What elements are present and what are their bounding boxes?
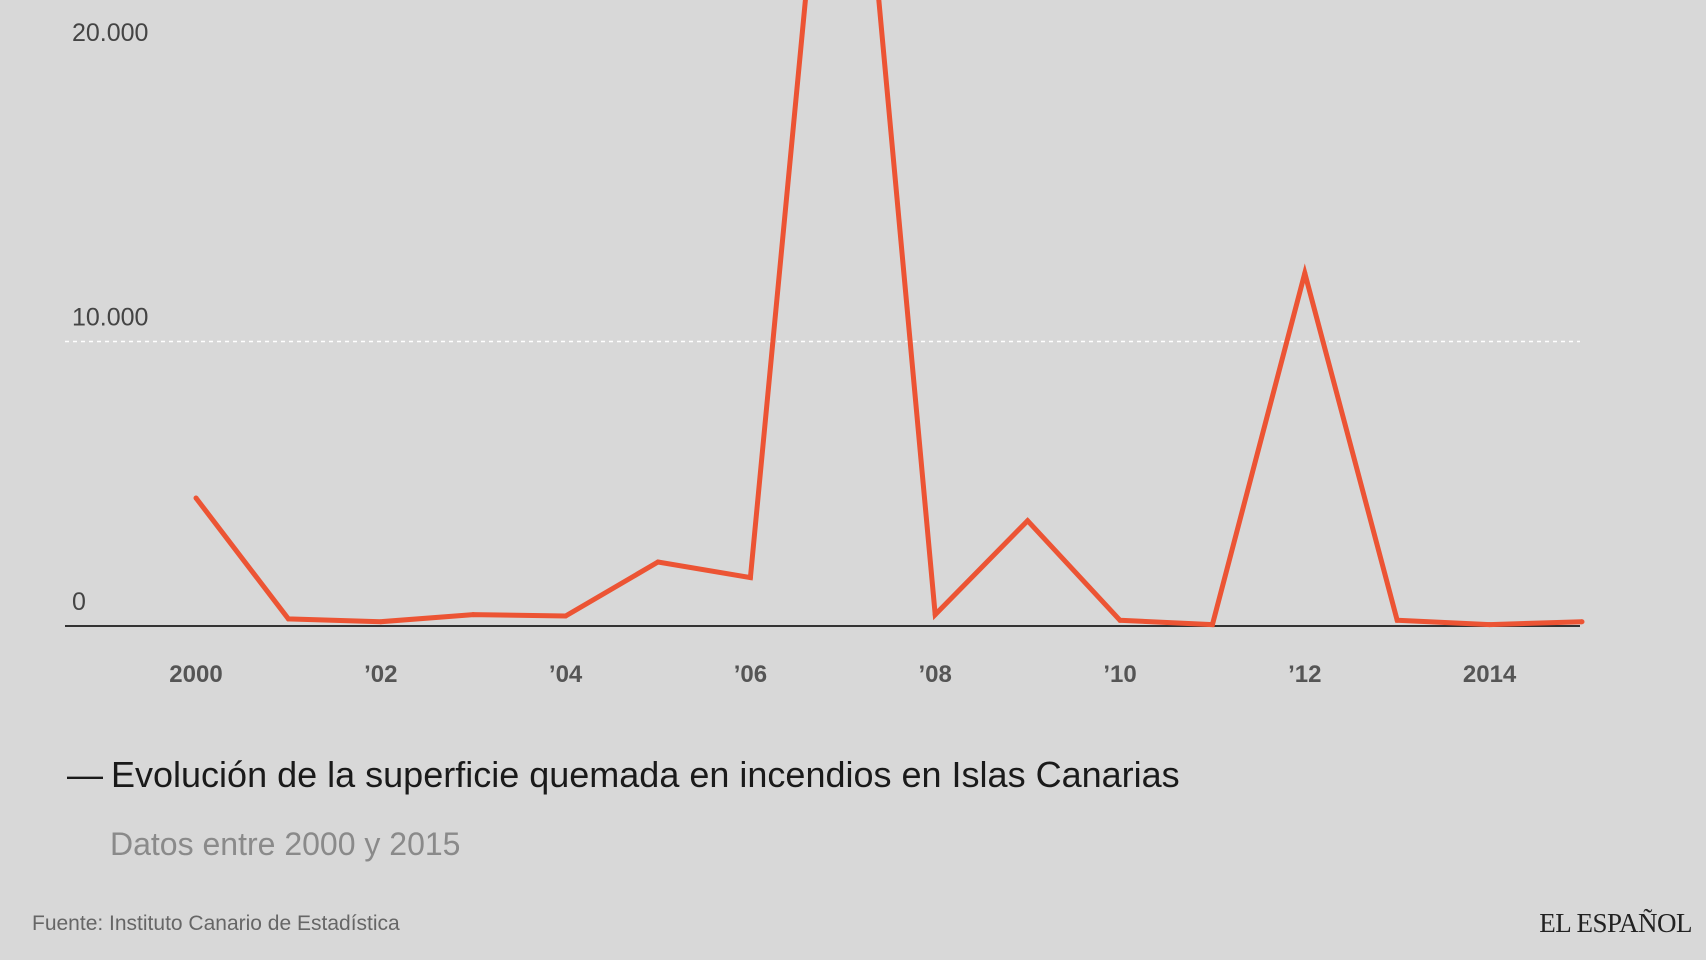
series-line-0 [194,0,1583,628]
data-point-2003 [470,612,476,618]
chart-title: — Evolución de la superficie quemada en i… [67,754,1180,796]
data-point-2014 [1487,622,1493,628]
data-point-2010 [1117,617,1123,623]
x-tick-label-2: ’04 [549,661,583,688]
series-lines [193,0,1585,628]
data-point-2008 [932,612,938,618]
x-tick-label-7: 2014 [1463,661,1517,688]
x-tick-label-1: ’02 [364,661,397,688]
x-tick-label-6: ’12 [1288,661,1321,688]
data-point-2000 [193,495,199,501]
chart-subtitle: Datos entre 2000 y 2015 [110,826,461,862]
x-axis-ticks: 2000 ’02 ’04 ’06 ’08 ’10 ’12 2014 [169,661,1517,688]
data-point-2005 [655,559,661,565]
data-point-2001 [285,616,291,622]
x-tick-label-0: 2000 [169,661,222,688]
x-tick-label-4: ’08 [919,661,952,688]
x-tick-label-5: ’10 [1103,661,1136,688]
data-point-2015 [1579,619,1585,625]
data-point-2012 [1302,270,1308,276]
source-note: Fuente: Instituto Canario de Estadística [32,912,400,935]
y-tick-label-0: 0 [72,588,86,616]
y-tick-label-1: 10.000 [72,304,148,332]
data-point-2006 [747,575,753,581]
data-point-2009 [1025,518,1031,524]
x-tick-label-3: ’06 [734,661,767,688]
y-tick-label-2: 20.000 [72,19,148,47]
brand-logo: EL ESPAÑOL [1539,908,1692,938]
data-point-2002 [378,619,384,625]
gridlines [65,340,1580,343]
data-point-2004 [563,613,569,619]
data-point-2011 [1209,622,1215,628]
chart-title-text: Evolución de la superficie quemada en in… [111,754,1180,795]
title-dash: — [67,754,103,795]
data-point-2013 [1394,617,1400,623]
